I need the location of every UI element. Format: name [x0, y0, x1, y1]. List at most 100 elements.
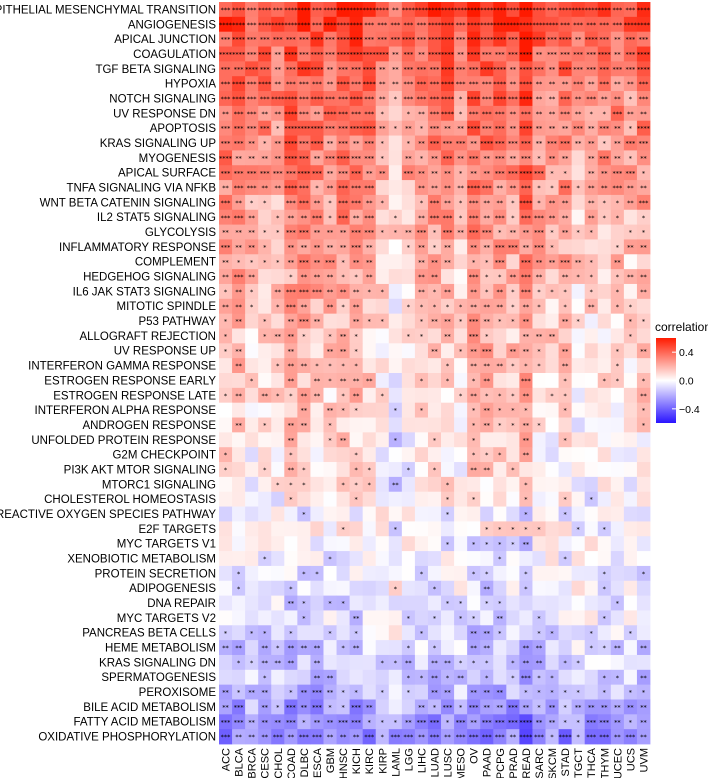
significance-mark: *: [472, 377, 476, 385]
heatmap-cell: [310, 343, 324, 359]
heatmap-cell: [232, 2, 246, 18]
heatmap-cell: [271, 224, 285, 240]
significance-mark: **: [627, 110, 634, 118]
heatmap-cell: [219, 402, 233, 418]
heatmap-cell: [284, 417, 298, 433]
heatmap-cell: [258, 729, 272, 745]
significance-mark: **: [562, 273, 569, 281]
heatmap-cell: [232, 135, 246, 151]
significance-mark: ***: [286, 229, 297, 237]
significance-mark: ***: [286, 704, 297, 712]
significance-mark: ****: [546, 21, 560, 29]
column-label: ACC: [221, 748, 233, 771]
significance-mark: ***: [482, 125, 493, 133]
heatmap-cell: [441, 46, 455, 62]
heatmap-cell: [636, 343, 651, 359]
heatmap-cell: [362, 328, 377, 344]
heatmap-cell: [506, 105, 520, 122]
heatmap-cell: [610, 491, 625, 507]
significance-mark: **: [497, 199, 504, 207]
heatmap-cell: [258, 506, 272, 522]
significance-mark: *: [537, 674, 541, 682]
significance-mark: ***: [234, 184, 245, 192]
significance-mark: *: [537, 422, 541, 430]
significance-mark: *: [524, 689, 528, 697]
heatmap-cell: [323, 313, 337, 329]
heatmap-cell: [245, 654, 259, 671]
column-label: BRCA: [247, 747, 259, 778]
heatmap-cell: [506, 625, 520, 641]
heatmap-cell: [480, 61, 494, 77]
heatmap-cell: [414, 699, 429, 715]
heatmap-cell: [519, 714, 533, 730]
column-label: SKCM: [547, 748, 559, 778]
heatmap-cell: [232, 91, 246, 107]
heatmap-cell: [310, 105, 324, 122]
heatmap-cell: [349, 224, 364, 240]
significance-mark: **: [314, 674, 321, 682]
heatmap-cell: [362, 254, 377, 270]
heatmap-cell: [532, 580, 546, 596]
heatmap-cell: [375, 298, 390, 315]
significance-mark: **: [392, 6, 399, 14]
heatmap-cell: [219, 194, 233, 211]
significance-mark: ****: [493, 36, 507, 44]
heatmap-cell: [519, 551, 533, 567]
heatmap-cell: [310, 476, 324, 493]
heatmap-cell: [310, 269, 324, 285]
significance-mark: *: [629, 718, 633, 726]
heatmap-cell: [545, 551, 559, 567]
heatmap-cell: [623, 610, 638, 626]
significance-mark: **: [248, 273, 255, 281]
heatmap-cell: [597, 491, 612, 507]
heatmap-cell: [571, 521, 586, 537]
significance-mark: *: [550, 733, 554, 741]
heatmap-cell: [323, 387, 337, 404]
heatmap-cell: [532, 387, 546, 404]
significance-mark: ***: [221, 199, 232, 207]
significance-mark: ****: [310, 65, 324, 73]
heatmap-cell: [558, 551, 573, 567]
heatmap-cell: [441, 491, 455, 507]
significance-mark: **: [549, 110, 556, 118]
heatmap-cell: [336, 476, 351, 493]
heatmap-cell: [297, 580, 311, 596]
column-label: LAML: [390, 748, 402, 777]
significance-mark: *: [315, 570, 319, 578]
significance-mark: *: [459, 199, 463, 207]
heatmap-cell: [623, 105, 638, 122]
column-label: READ: [521, 748, 533, 778]
heatmap-cell: [441, 283, 455, 300]
significance-mark: ****: [441, 110, 455, 118]
heatmap-cell: [506, 536, 520, 552]
heatmap-cell: [571, 313, 586, 329]
heatmap-cell: [388, 476, 403, 493]
heatmap-cell: [493, 521, 507, 537]
heatmap-cell: [349, 565, 364, 582]
heatmap-cell: [232, 476, 246, 493]
significance-mark: *: [446, 540, 450, 548]
significance-mark: ***: [599, 733, 610, 741]
heatmap-cell: [349, 76, 364, 92]
significance-mark: *: [537, 525, 541, 533]
significance-mark: ***: [338, 140, 349, 148]
heatmap-cell: [388, 432, 403, 448]
significance-mark: ****: [559, 6, 573, 14]
heatmap-cell: [558, 298, 573, 315]
significance-mark: *: [433, 288, 437, 296]
significance-mark: **: [601, 704, 608, 712]
significance-mark: *: [524, 407, 528, 415]
heatmap-cell: [623, 402, 638, 418]
heatmap-cell: [271, 150, 285, 166]
heatmap-cell: [323, 654, 337, 671]
heatmap-cell: [558, 402, 573, 418]
significance-mark: **: [353, 258, 360, 266]
heatmap-cell: [375, 283, 390, 300]
heatmap-cell: [362, 476, 377, 493]
heatmap-cell: [532, 76, 546, 92]
heatmap-cell: [571, 432, 586, 448]
heatmap-cell: [245, 224, 259, 240]
heatmap-cell: [480, 714, 494, 730]
significance-mark: *: [355, 347, 359, 355]
heatmap-cell: [219, 298, 233, 315]
